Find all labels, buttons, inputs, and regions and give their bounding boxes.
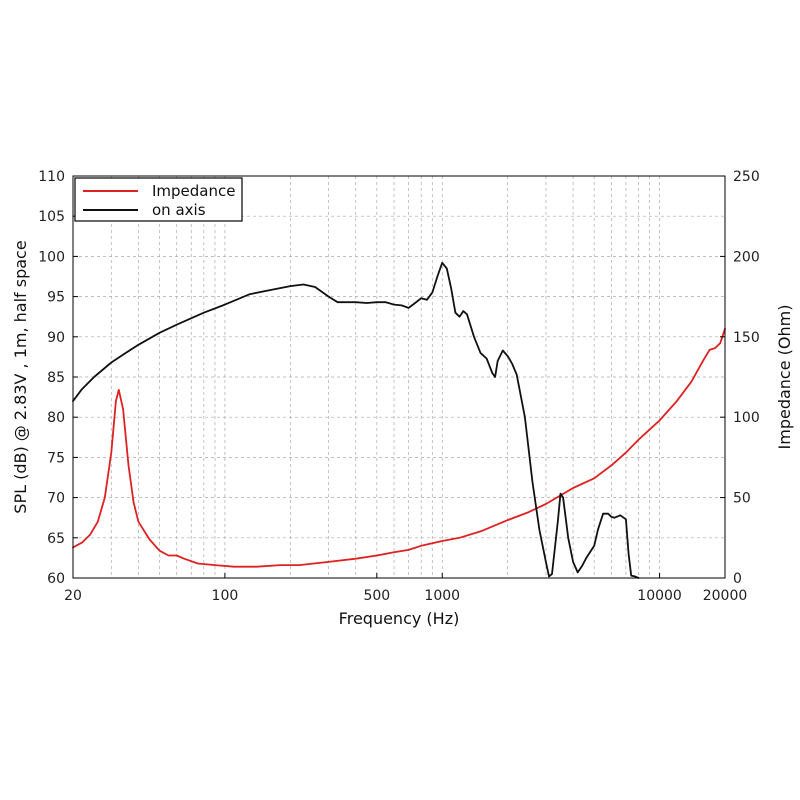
y2-tick-label: 150	[733, 330, 760, 346]
series-line-on-axis	[72, 261, 640, 579]
y-tick-label: 80	[47, 410, 65, 426]
y-tick-label: 75	[47, 450, 65, 466]
x-tick-label: 20000	[703, 588, 748, 604]
x-tick-label: 100	[212, 588, 239, 604]
y-tick-label: 105	[38, 209, 65, 225]
y-tick-label: 110	[38, 169, 65, 185]
x-axis-label: Frequency (Hz)	[339, 609, 460, 628]
y-tick-label: 65	[47, 531, 65, 547]
y2-tick-label: 100	[733, 410, 760, 426]
x-tick-label: 500	[363, 588, 390, 604]
series-line-impedance	[72, 327, 726, 568]
y2-axis-label: Impedance (Ohm)	[775, 305, 794, 450]
y2-tick-label: 250	[733, 169, 760, 185]
y2-tick-label: 200	[733, 249, 760, 265]
legend-label-on-axis: on axis	[152, 201, 206, 219]
y-tick-label: 85	[47, 370, 65, 386]
y-tick-label: 95	[47, 290, 65, 306]
y-tick-label: 70	[47, 491, 65, 507]
grid	[73, 176, 725, 578]
y2-tick-label: 0	[733, 571, 742, 587]
legend-label-impedance: Impedance	[152, 182, 235, 200]
x-tick-label: 10000	[637, 588, 682, 604]
legend-box	[74, 177, 243, 222]
x-tick-label: 1000	[424, 588, 460, 604]
tick-labels: 60 65 70 75 80 85 90 95 100 105 110 0 50 100 150 200 250…	[38, 169, 759, 604]
x-tick-label: 20	[64, 588, 82, 604]
y-axis-label: SPL (dB) @ 2.83V , 1m, half space	[11, 240, 30, 513]
series	[72, 261, 726, 579]
y-tick-label: 100	[38, 249, 65, 265]
y-tick-label: 90	[47, 330, 65, 346]
y-tick-label: 60	[47, 571, 65, 587]
y2-tick-label: 50	[733, 491, 751, 507]
legend: Impedance on axis	[74, 177, 243, 222]
